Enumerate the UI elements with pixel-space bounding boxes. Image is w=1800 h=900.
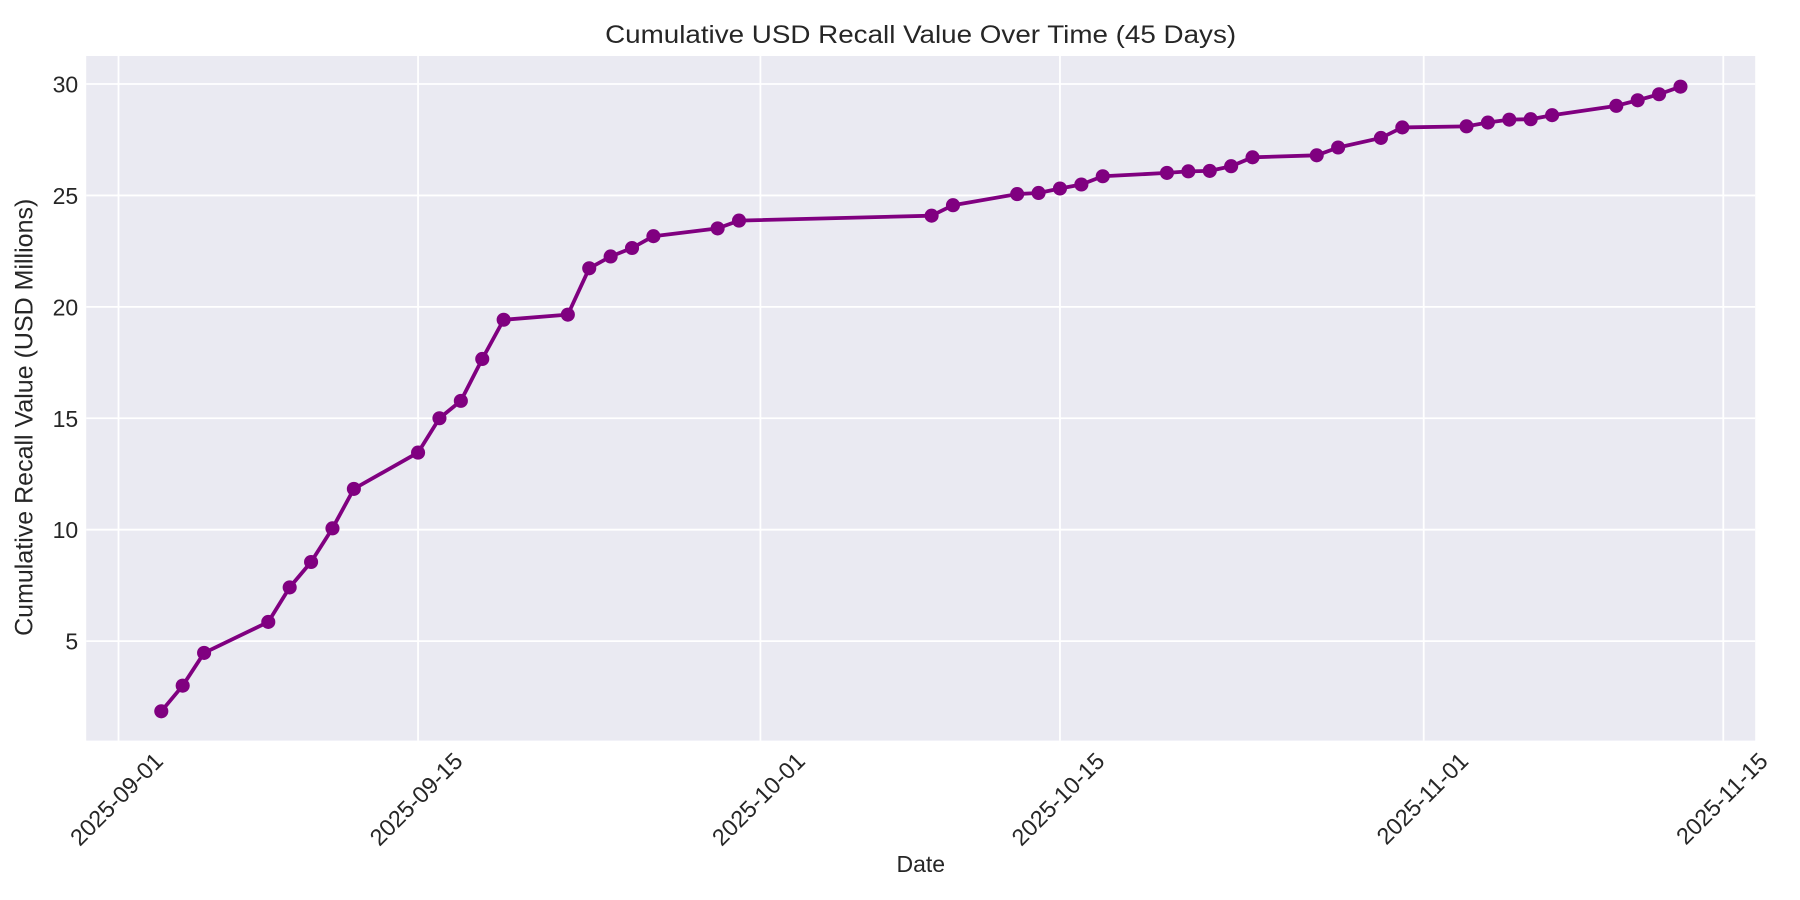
svg-text:2025-11-01: 2025-11-01 <box>1371 748 1473 850</box>
svg-text:10: 10 <box>53 517 79 543</box>
svg-text:2025-11-15: 2025-11-15 <box>1671 748 1773 850</box>
svg-text:Date: Date <box>897 851 946 877</box>
svg-text:5: 5 <box>65 629 78 655</box>
svg-text:2025-09-15: 2025-09-15 <box>365 748 468 851</box>
svg-text:20: 20 <box>53 294 79 320</box>
svg-text:Cumulative Recall Value (USD M: Cumulative Recall Value (USD Millions) <box>11 199 39 636</box>
svg-text:25: 25 <box>53 183 79 209</box>
svg-text:Cumulative USD Recall Value Ov: Cumulative USD Recall Value Over Time (4… <box>605 21 1236 49</box>
svg-text:2025-10-01: 2025-10-01 <box>707 748 810 851</box>
svg-text:15: 15 <box>53 406 79 432</box>
svg-text:2025-09-01: 2025-09-01 <box>65 748 168 851</box>
svg-text:30: 30 <box>53 72 79 98</box>
svg-text:2025-10-15: 2025-10-15 <box>1007 748 1110 851</box>
